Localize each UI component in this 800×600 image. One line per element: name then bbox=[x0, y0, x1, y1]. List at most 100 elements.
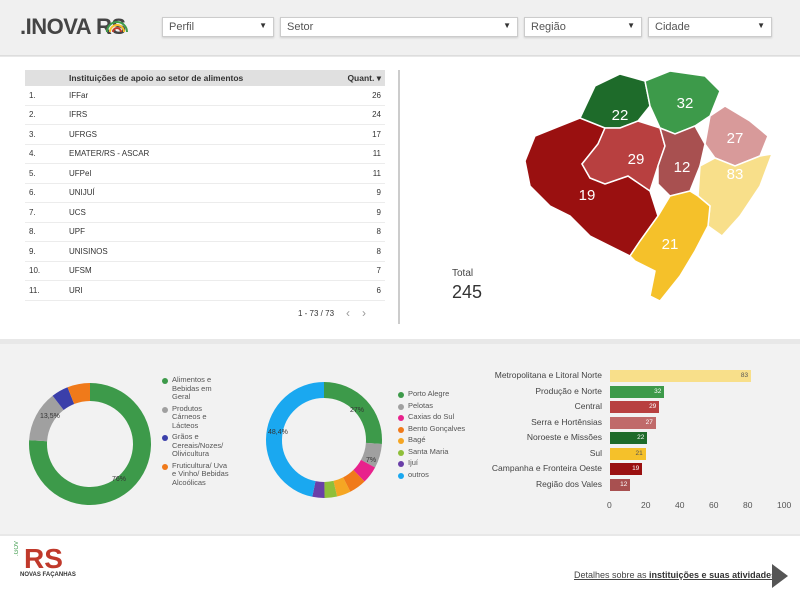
row-rank: 10. bbox=[29, 266, 41, 276]
donut1-segment[interactable] bbox=[29, 395, 64, 442]
legend-dot-icon bbox=[398, 392, 404, 398]
gov-rs-logo: .GOV RS bbox=[14, 540, 74, 581]
details-link-prefix: Detalhes sobre as bbox=[574, 570, 650, 580]
row-qty: 11 bbox=[372, 149, 381, 159]
table-row[interactable]: 5. UFPel 11 bbox=[25, 164, 385, 184]
donut2-segment[interactable] bbox=[333, 477, 351, 497]
row-qty: 24 bbox=[372, 110, 381, 120]
row-qty: 9 bbox=[376, 207, 381, 217]
next-page-arrow-icon[interactable] bbox=[772, 564, 788, 588]
legend-item[interactable]: Pelotas bbox=[398, 401, 468, 411]
donut1-segment[interactable] bbox=[52, 387, 75, 411]
table-row[interactable]: 1. IFFar 26 bbox=[25, 86, 385, 106]
table-row[interactable]: 8. UPF 8 bbox=[25, 223, 385, 242]
details-link[interactable]: Detalhes sobre as instituições e suas at… bbox=[574, 570, 776, 580]
bar[interactable]: 12 bbox=[610, 478, 631, 491]
legend-item[interactable]: Bento Gonçalves bbox=[398, 424, 468, 434]
legend-item[interactable]: Grãos e Cereais/Nozes/ Olivicultura bbox=[162, 432, 232, 459]
legend-label: Caxias do Sul bbox=[408, 412, 455, 421]
bar-row: Produção e Norte 32 bbox=[486, 384, 786, 400]
row-name: UPF bbox=[69, 227, 85, 237]
table-row[interactable]: 3. UFRGS 17 bbox=[25, 125, 385, 145]
footer-panel bbox=[0, 536, 800, 600]
bar-value-label: 19 bbox=[632, 465, 640, 472]
legend-item[interactable]: Porto Alegre bbox=[398, 389, 468, 399]
donut2-segment[interactable] bbox=[324, 480, 338, 498]
donut1-segment[interactable] bbox=[29, 383, 151, 505]
bar[interactable]: 27 bbox=[610, 416, 656, 429]
bar-category-label: Noroeste e Missões bbox=[526, 432, 602, 442]
donut2-segment[interactable] bbox=[323, 382, 382, 444]
map-region-metropolitana[interactable] bbox=[697, 153, 774, 237]
panel-divider[interactable] bbox=[398, 70, 400, 324]
map-label-central: 29 bbox=[628, 151, 645, 168]
filter-setor[interactable]: Setor ▼ bbox=[280, 17, 518, 37]
row-rank: 6. bbox=[29, 188, 36, 198]
legend-item[interactable]: Produtos Cárneos e Lácteos bbox=[162, 403, 232, 431]
bar[interactable]: 83 bbox=[610, 370, 752, 382]
filter-regiao[interactable]: Região ▼ bbox=[524, 17, 642, 37]
bar[interactable]: 21 bbox=[610, 447, 646, 460]
legend-item[interactable]: Alimentos e Bebidas em Geral bbox=[162, 375, 232, 402]
table-row[interactable]: 7. UCS 9 bbox=[25, 203, 385, 223]
donut2-segment[interactable] bbox=[312, 481, 325, 498]
next-page-icon[interactable]: › bbox=[362, 306, 367, 320]
chevron-down-icon: ▼ bbox=[259, 21, 267, 30]
bar[interactable]: 29 bbox=[610, 401, 660, 413]
legend-dot-icon bbox=[398, 449, 404, 456]
legend-item[interactable]: Caxias do Sul bbox=[398, 412, 468, 422]
donut2-segment[interactable] bbox=[360, 442, 382, 468]
map-region-sul[interactable] bbox=[629, 190, 711, 302]
filter-cidade[interactable]: Cidade ▼ bbox=[648, 17, 772, 37]
legend-item[interactable]: Fruticultura/ Uva e Vinho/ Bebidas Alcoó… bbox=[162, 461, 232, 488]
legend-label: Produtos Cárneos e Lácteos bbox=[172, 403, 207, 430]
legend-item[interactable]: outros bbox=[398, 470, 468, 480]
bar[interactable]: 22 bbox=[610, 432, 648, 444]
legend-dot-icon bbox=[398, 461, 404, 467]
bar-value-label: 21 bbox=[635, 449, 643, 457]
x-tick-label: 40 bbox=[675, 500, 685, 510]
row-name: UFRGS bbox=[69, 129, 97, 139]
column-header-qty[interactable]: Quant. ▾ bbox=[347, 72, 381, 83]
details-link-bold: instituições e suas atividades bbox=[649, 570, 777, 580]
legend-item[interactable]: Ijuí bbox=[398, 458, 468, 468]
bar-category-label: Campanha e Fronteira Oeste bbox=[491, 463, 602, 473]
legend-item[interactable]: Santa Maria bbox=[398, 447, 468, 457]
legend-label: Bagé bbox=[408, 435, 426, 444]
row-qty: 7 bbox=[376, 266, 381, 276]
map-region-producao[interactable] bbox=[644, 70, 721, 135]
row-name: UCS bbox=[69, 207, 86, 217]
row-rank: 8. bbox=[29, 227, 36, 237]
bar[interactable]: 32 bbox=[610, 385, 665, 398]
chevron-down-icon: ▼ bbox=[627, 21, 635, 30]
map-label-sul: 21 bbox=[662, 236, 679, 253]
legend-label: Ijuí bbox=[408, 458, 419, 467]
donut2-segment[interactable] bbox=[266, 382, 325, 497]
bar-row: Serra e Hortênsias 27 bbox=[486, 415, 786, 431]
donut1-label-1: 13,5% bbox=[40, 413, 60, 420]
table-row[interactable]: 10. UFSM 7 bbox=[25, 262, 385, 281]
row-qty: 26 bbox=[372, 90, 381, 100]
table-row[interactable]: 11. URI 6 bbox=[25, 281, 385, 301]
legend-dot-icon bbox=[162, 435, 168, 441]
donut2-label-2: 7% bbox=[366, 457, 376, 464]
row-rank: 1. bbox=[29, 90, 36, 100]
pagination: 1 - 73 / 73 ‹ › bbox=[298, 306, 366, 320]
table-row[interactable]: 9. UNISINOS 8 bbox=[25, 242, 385, 262]
table-row[interactable]: 6. UNIJUÍ 9 bbox=[25, 184, 385, 203]
table-row[interactable]: 2. IFRS 24 bbox=[25, 106, 385, 125]
donut1-segment[interactable] bbox=[67, 383, 91, 405]
map-label-producao: 32 bbox=[677, 95, 694, 112]
legend-item[interactable]: Bagé bbox=[398, 435, 468, 445]
table-row[interactable]: 4. EMATER/RS - ASCAR 11 bbox=[25, 145, 385, 164]
table-header: Instituições de apoio ao setor de alimen… bbox=[25, 70, 385, 86]
bar[interactable]: 19 bbox=[610, 463, 643, 475]
row-name: IFRS bbox=[69, 110, 88, 120]
filter-perfil[interactable]: Perfil ▼ bbox=[162, 17, 274, 37]
donut2-segment[interactable] bbox=[342, 469, 365, 492]
donut2-segment[interactable] bbox=[353, 459, 376, 482]
prev-page-icon[interactable]: ‹ bbox=[346, 306, 351, 320]
legend-dot-icon bbox=[162, 463, 168, 470]
column-header-name[interactable]: Instituições de apoio ao setor de alimen… bbox=[69, 73, 244, 83]
row-name: IFFar bbox=[69, 90, 89, 100]
